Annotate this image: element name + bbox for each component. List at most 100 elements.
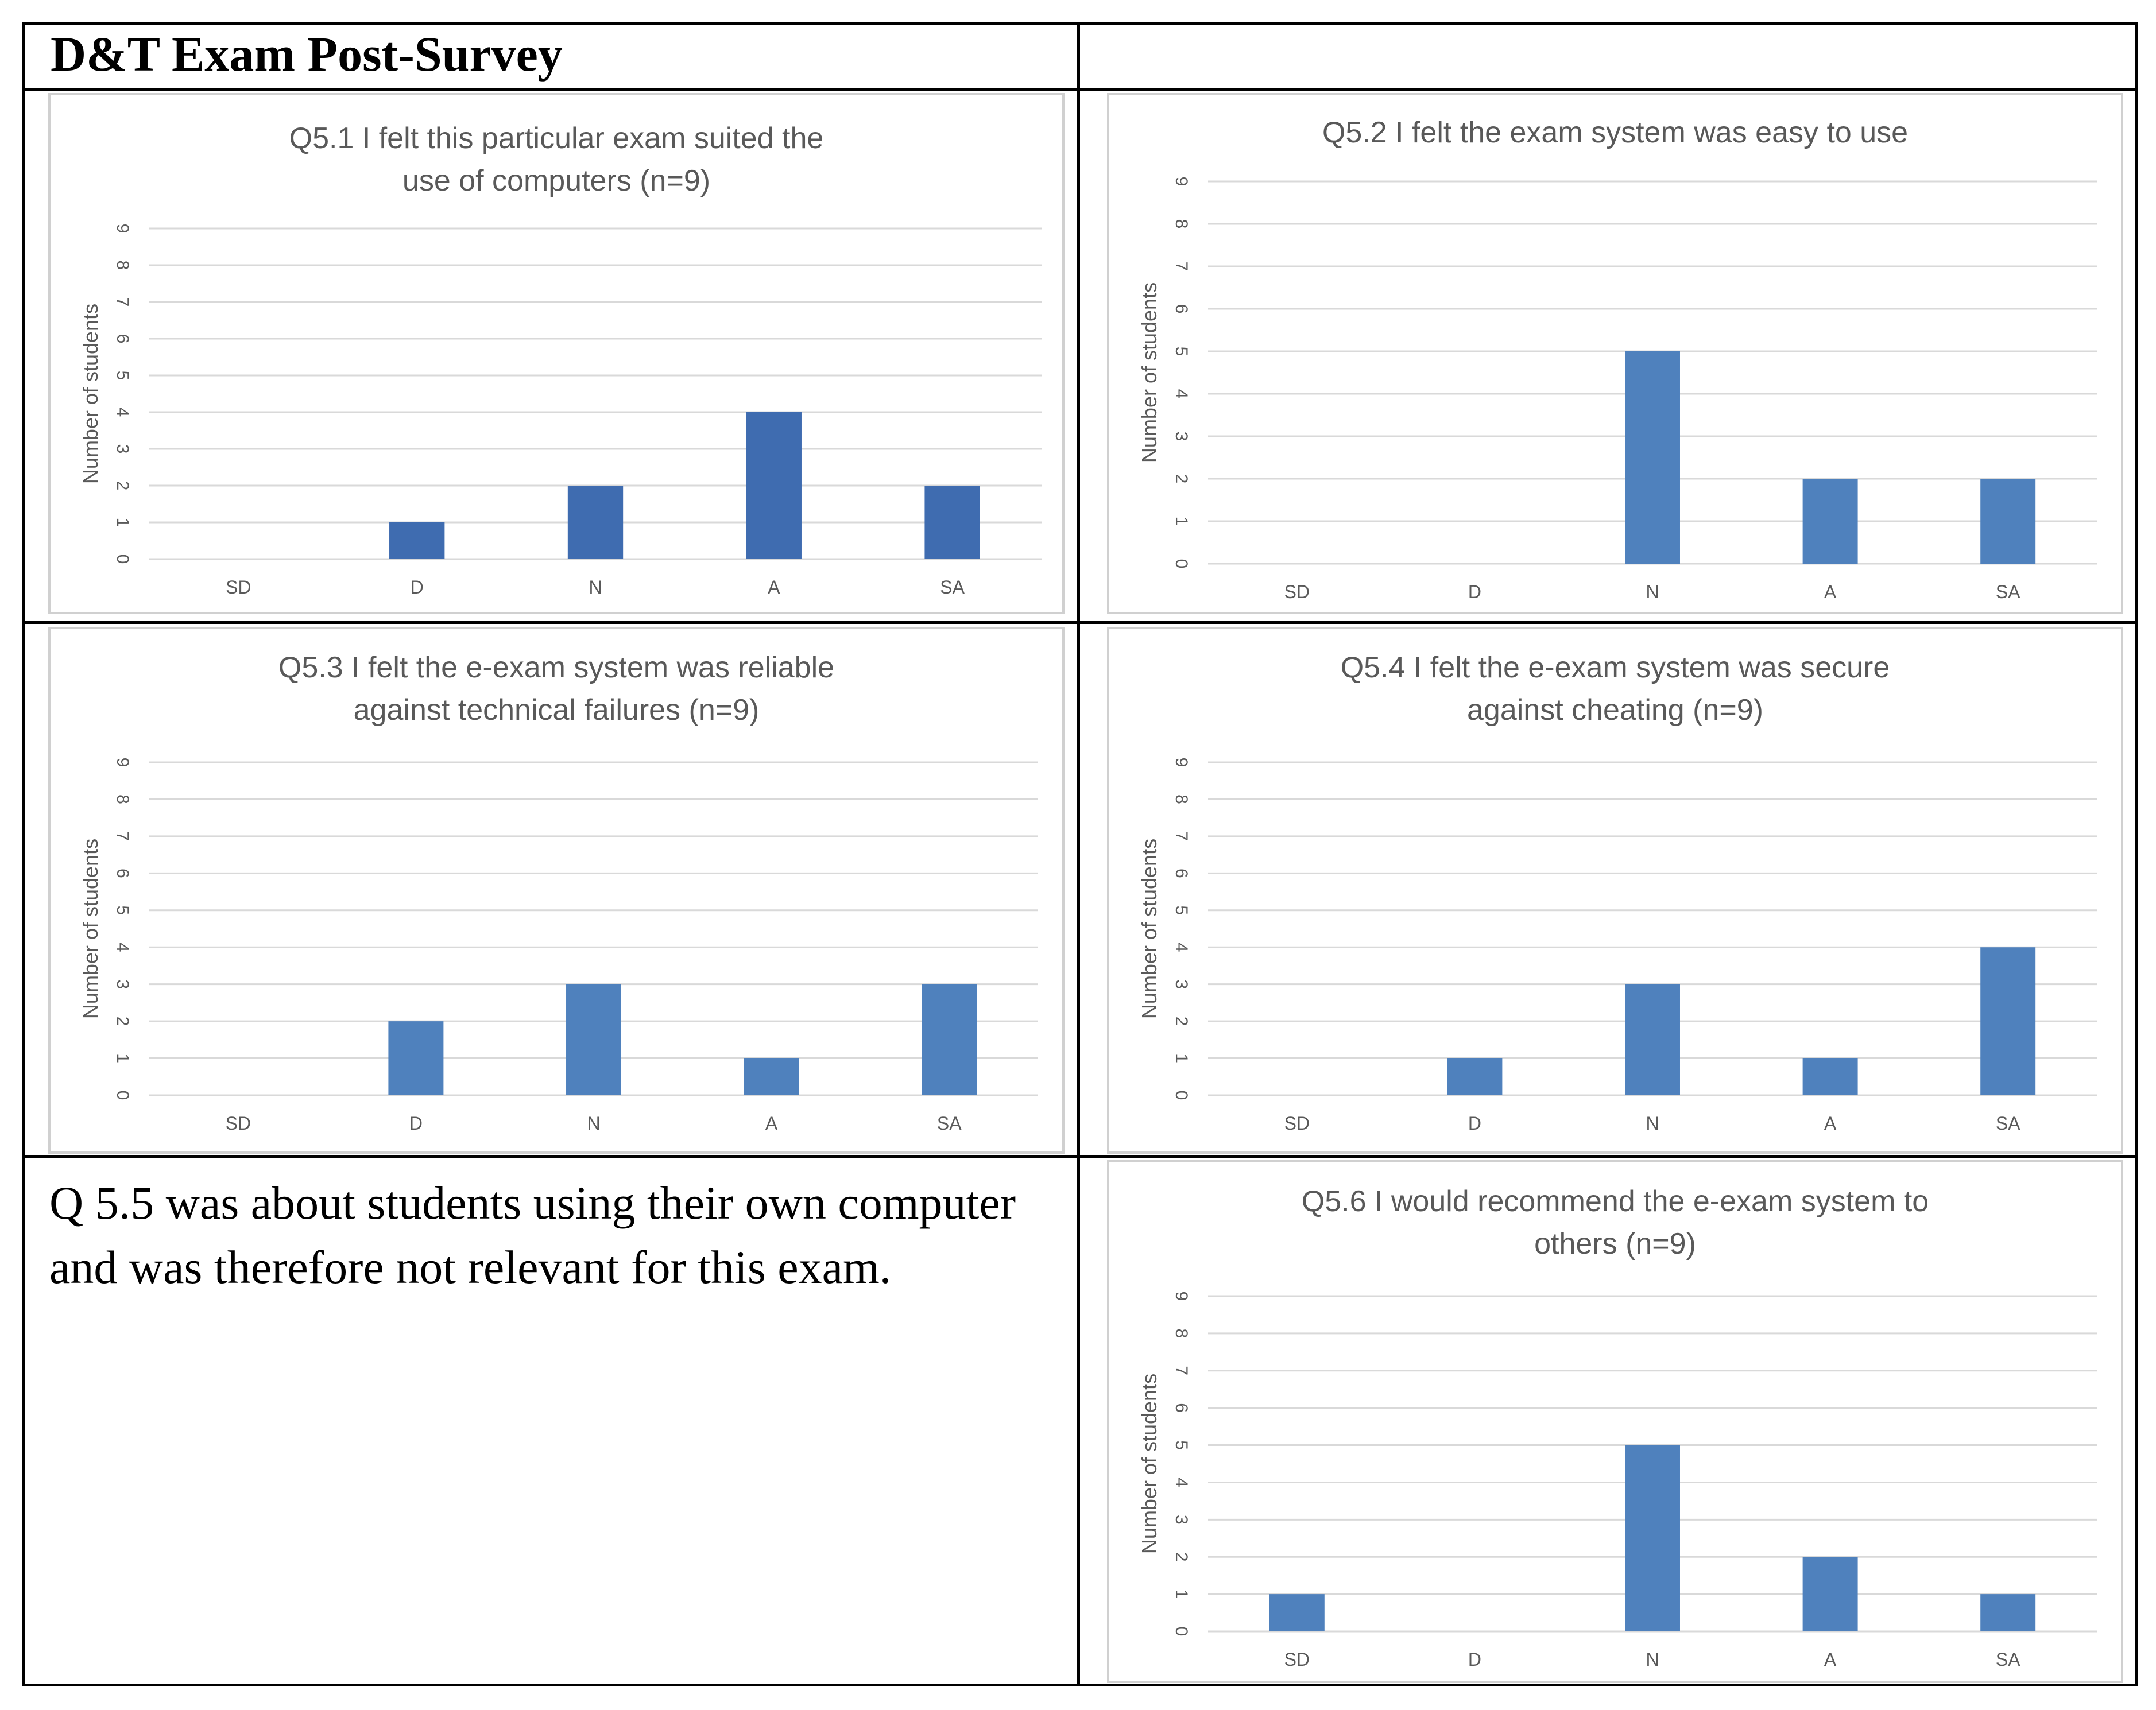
- y-tick-label: 0: [113, 555, 132, 564]
- y-tick-label: 9: [1172, 758, 1191, 767]
- bar-d: [1447, 1058, 1503, 1095]
- y-tick-label: 4: [1172, 1478, 1191, 1487]
- x-tick-label: D: [409, 1113, 423, 1134]
- bar-a: [1802, 1058, 1858, 1095]
- x-tick-label: SA: [1996, 1113, 2020, 1134]
- y-tick-label: 2: [1172, 1552, 1191, 1562]
- x-tick-label: SD: [1284, 1113, 1310, 1134]
- y-tick-label: 6: [1172, 1403, 1191, 1413]
- x-tick-label: N: [587, 1113, 600, 1134]
- y-tick-label: 4: [113, 943, 132, 952]
- y-tick-label: 8: [113, 794, 132, 804]
- y-tick-label: 8: [1172, 219, 1191, 229]
- y-tick-label: 2: [113, 481, 132, 491]
- y-tick-label: 5: [1172, 1440, 1191, 1450]
- chart-q54: Q5.4 I felt the e-exam system was secure…: [1107, 627, 2123, 1154]
- x-tick-label: D: [1468, 1649, 1481, 1670]
- y-tick-label: 3: [1172, 979, 1191, 989]
- y-tick-label: 7: [1172, 832, 1191, 842]
- x-tick-label: SD: [1284, 1649, 1310, 1670]
- y-tick-label: 8: [113, 261, 132, 270]
- table-divider-vertical: [1077, 22, 1080, 1686]
- x-tick-label: D: [411, 577, 424, 598]
- chart-title: Q5.2 I felt the exam system was easy to …: [1322, 116, 1909, 149]
- chart-q52: Q5.2 I felt the exam system was easy to …: [1107, 93, 2123, 614]
- bar-sa: [1980, 947, 2036, 1095]
- bar-n: [566, 984, 621, 1095]
- x-tick-label: D: [1468, 1113, 1481, 1134]
- y-tick-label: 5: [113, 905, 132, 915]
- x-tick-label: SA: [1996, 1649, 2020, 1670]
- x-tick-label: N: [1646, 1649, 1659, 1670]
- y-tick-label: 5: [1172, 905, 1191, 915]
- x-tick-label: SA: [1996, 581, 2020, 602]
- y-tick-label: 6: [1172, 868, 1191, 878]
- y-tick-label: 0: [1172, 1091, 1191, 1100]
- y-tick-label: 3: [1172, 432, 1191, 441]
- q55-note: Q 5.5 was about students using their own…: [49, 1177, 1016, 1293]
- page-title: D&T Exam Post-Survey: [51, 26, 563, 82]
- y-tick-label: 6: [1172, 304, 1191, 314]
- x-tick-label: SD: [226, 1113, 251, 1134]
- y-tick-label: 6: [113, 868, 132, 878]
- y-tick-label: 5: [1172, 347, 1191, 356]
- chart-title: Q5.1 I felt this particular exam suited …: [289, 122, 824, 197]
- y-tick-label: 7: [113, 297, 132, 307]
- chart-plot: 0 1 2 3 4 5 6 7 8 9 Number of students SD D N A SA: [1137, 1292, 2097, 1670]
- chart-plot: 0 1 2 3 4 5 6 7 8 9 Number of students SD D N A SA: [79, 758, 1038, 1134]
- y-axis-label: Number of students: [1137, 839, 1161, 1019]
- y-tick-label: 9: [113, 758, 132, 767]
- y-tick-label: 9: [1172, 177, 1191, 187]
- bar-n: [567, 486, 624, 559]
- y-tick-label: 8: [1172, 794, 1191, 804]
- y-tick-label: 0: [113, 1091, 132, 1100]
- x-tick-label: SD: [226, 577, 251, 598]
- chart-q53: Q5.3 I felt the e-exam system was reliab…: [48, 627, 1065, 1154]
- y-axis-label: Number of students: [79, 304, 102, 484]
- y-tick-label: 8: [1172, 1329, 1191, 1339]
- y-axis-label: Number of students: [1137, 282, 1161, 463]
- bar-sd: [1269, 1594, 1325, 1631]
- bar-a: [1802, 479, 1858, 564]
- chart-title: Q5.4 I felt the e-exam system was secure…: [1340, 651, 1890, 727]
- y-tick-label: 1: [113, 518, 132, 528]
- y-axis-label: Number of students: [1137, 1374, 1161, 1554]
- chart-q56: Q5.6 I would recommend the e-exam system…: [1107, 1160, 2123, 1683]
- y-tick-label: 2: [1172, 474, 1191, 484]
- chart-plot: 0 1 2 3 4 5 6 7 8 9 Number of students SD D N A SA: [79, 224, 1042, 598]
- chart-plot: 0 1 2 3 4 5 6 7 8 9 Number of students SD D N A SA: [1137, 758, 2097, 1134]
- bar-d: [388, 1021, 444, 1095]
- y-tick-label: 3: [113, 979, 132, 989]
- x-tick-label: A: [1824, 1649, 1837, 1670]
- x-tick-label: N: [589, 577, 602, 598]
- y-axis-label: Number of students: [79, 839, 102, 1019]
- chart-title: Q5.6 I would recommend the e-exam system…: [1301, 1185, 1929, 1261]
- y-tick-label: 4: [1172, 943, 1191, 952]
- table-divider-row-2: [22, 1155, 2138, 1158]
- x-tick-label: SA: [937, 1113, 962, 1134]
- bar-a: [746, 412, 802, 559]
- x-tick-label: A: [765, 1113, 778, 1134]
- y-tick-label: 1: [1172, 1589, 1191, 1599]
- table-divider-header: [22, 88, 2138, 91]
- y-tick-label: 5: [113, 371, 132, 381]
- bar-d: [389, 522, 445, 559]
- bar-sa: [1980, 479, 2036, 564]
- bar-sa: [922, 984, 977, 1095]
- y-tick-label: 0: [1172, 1627, 1191, 1637]
- y-tick-label: 1: [113, 1053, 132, 1063]
- y-tick-label: 2: [1172, 1017, 1191, 1026]
- bar-n: [1625, 1445, 1680, 1631]
- y-tick-label: 4: [113, 408, 132, 417]
- y-tick-label: 9: [113, 224, 132, 234]
- y-tick-label: 3: [1172, 1515, 1191, 1525]
- y-tick-label: 7: [1172, 1366, 1191, 1375]
- x-tick-label: N: [1646, 581, 1659, 602]
- x-tick-label: D: [1468, 581, 1481, 602]
- y-tick-label: 6: [113, 334, 132, 344]
- bar-n: [1625, 984, 1680, 1095]
- y-tick-label: 3: [113, 444, 132, 454]
- y-tick-label: 1: [1172, 517, 1191, 526]
- x-tick-label: A: [768, 577, 780, 598]
- x-tick-label: A: [1824, 581, 1837, 602]
